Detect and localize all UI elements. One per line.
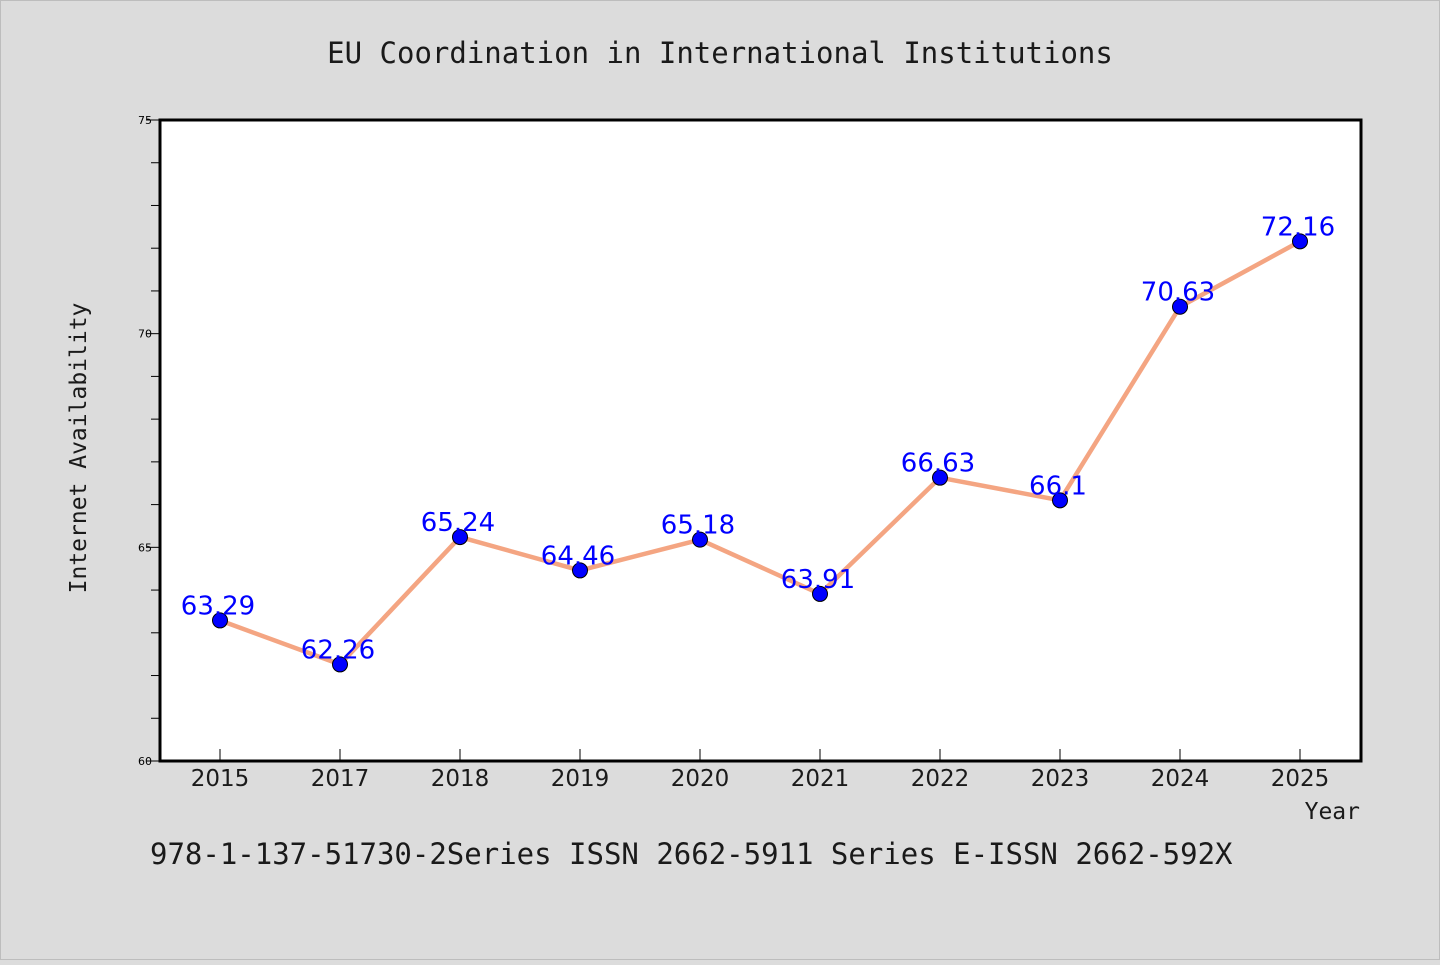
x-tick-label: 2021 bbox=[791, 766, 850, 792]
data-label: 65.24 bbox=[421, 508, 495, 538]
data-label: 62.26 bbox=[301, 635, 375, 665]
data-point bbox=[932, 469, 948, 486]
data-label: 70.63 bbox=[1141, 278, 1215, 308]
series-layer: 63.29 62.26 65.24 64.46 65.18 63.91 66.63 66.1 7… bbox=[181, 212, 1335, 673]
x-axis-label: Year bbox=[1305, 799, 1360, 825]
data-point bbox=[572, 562, 588, 579]
plot-area bbox=[158, 118, 1363, 763]
data-point bbox=[692, 531, 708, 548]
series-line bbox=[217, 239, 1303, 667]
y-tick-label: 60 bbox=[138, 755, 152, 768]
data-label: 66.1 bbox=[1029, 471, 1087, 501]
x-tick-label: 2022 bbox=[911, 766, 970, 792]
data-label: 63.91 bbox=[781, 565, 855, 595]
data-point bbox=[332, 656, 348, 673]
y-axis-label: Internet Availability bbox=[66, 303, 92, 594]
data-label: 63.29 bbox=[181, 591, 255, 621]
data-point bbox=[1292, 233, 1308, 250]
data-point bbox=[1172, 298, 1188, 315]
x-tick-label: 2018 bbox=[431, 766, 490, 792]
x-axis-ticks: 2015 2017 2018 2019 2020 2021 2022 2023 2024 2025 bbox=[191, 749, 1330, 792]
data-label: 65.18 bbox=[661, 511, 735, 541]
x-tick-label: 2015 bbox=[191, 766, 250, 792]
x-tick-label: 2020 bbox=[671, 766, 730, 792]
y-tick-label: 75 bbox=[138, 114, 152, 127]
x-tick-label: 2019 bbox=[551, 766, 610, 792]
data-point bbox=[812, 585, 828, 602]
x-tick-label: 2023 bbox=[1031, 766, 1090, 792]
y-tick-label: 65 bbox=[138, 541, 152, 554]
data-point bbox=[1052, 492, 1068, 509]
data-point bbox=[452, 529, 468, 546]
x-tick-label: 2025 bbox=[1271, 766, 1330, 792]
data-label: 64.46 bbox=[541, 541, 615, 571]
data-label: 66.63 bbox=[901, 449, 975, 479]
x-tick-label: 2024 bbox=[1151, 766, 1210, 792]
y-axis-ticks: 60 65 70 75 bbox=[138, 114, 160, 768]
data-label: 72.16 bbox=[1261, 212, 1335, 242]
chart-title: EU Coordination in International Institu… bbox=[327, 36, 1113, 70]
footnote-isbn: 978-1-137-51730-2Series ISSN 2662-5911 S… bbox=[150, 837, 1233, 871]
x-tick-label: 2017 bbox=[311, 766, 370, 792]
data-point bbox=[212, 612, 228, 629]
y-tick-label: 70 bbox=[138, 328, 152, 341]
